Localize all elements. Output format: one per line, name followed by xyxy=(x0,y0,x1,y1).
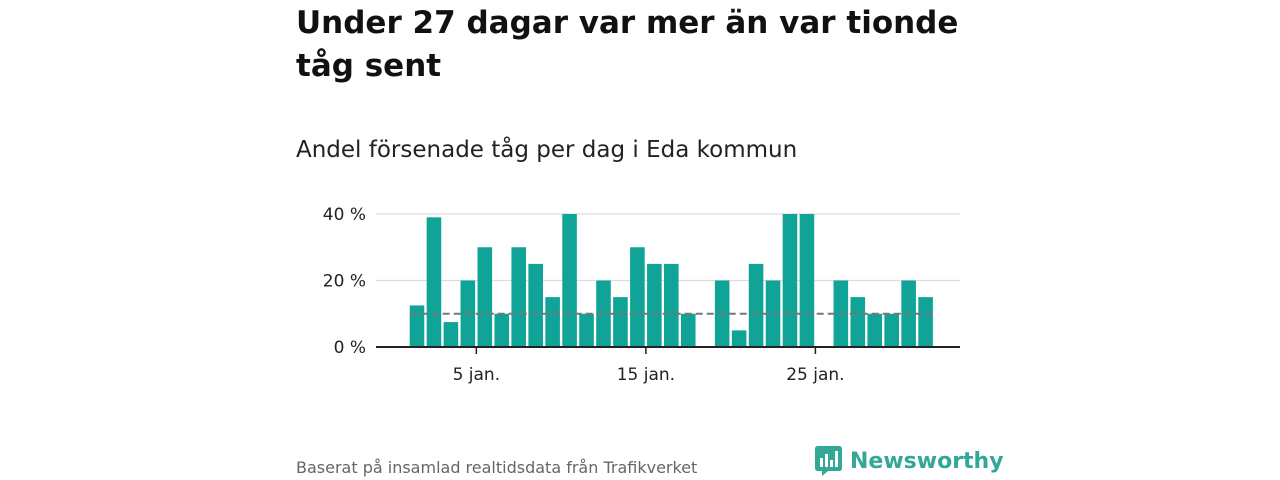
bar xyxy=(664,263,679,347)
bar xyxy=(884,313,899,347)
bar xyxy=(511,247,527,347)
brand-name: Newsworthy xyxy=(850,448,1004,474)
bar xyxy=(782,214,798,347)
x-tick-label: 5 jan. xyxy=(453,365,501,385)
bar xyxy=(647,263,662,347)
bar xyxy=(867,313,883,347)
bar xyxy=(613,297,628,347)
chart-title: Under 27 dagar var mer än var tionde tåg… xyxy=(296,5,959,84)
bar xyxy=(409,305,425,347)
x-tick-label: 15 jan. xyxy=(617,365,675,385)
bar xyxy=(918,297,933,347)
newsworthy-icon xyxy=(815,446,842,476)
source-note: Baserat på insamlad realtidsdata från Tr… xyxy=(296,458,698,477)
bar xyxy=(426,217,442,347)
bar xyxy=(562,214,577,347)
bar xyxy=(748,263,764,347)
x-tick-label: 25 jan. xyxy=(786,365,844,385)
bar xyxy=(494,313,510,347)
bar xyxy=(799,214,815,347)
bar xyxy=(545,297,560,347)
bar xyxy=(630,247,645,347)
y-tick-label: 20 % xyxy=(323,272,366,292)
newsworthy-logo: Newsworthy xyxy=(815,446,1004,476)
bar xyxy=(579,313,594,347)
bar xyxy=(477,247,493,347)
y-tick-label: 40 % xyxy=(323,205,366,225)
chart-subtitle: Andel försenade tåg per dag i Eda kommun xyxy=(296,137,798,163)
bar xyxy=(731,330,747,347)
bar xyxy=(443,322,459,347)
bar xyxy=(680,313,696,347)
y-tick-label: 0 % xyxy=(334,338,366,358)
bar xyxy=(850,297,866,347)
bar xyxy=(528,263,543,347)
